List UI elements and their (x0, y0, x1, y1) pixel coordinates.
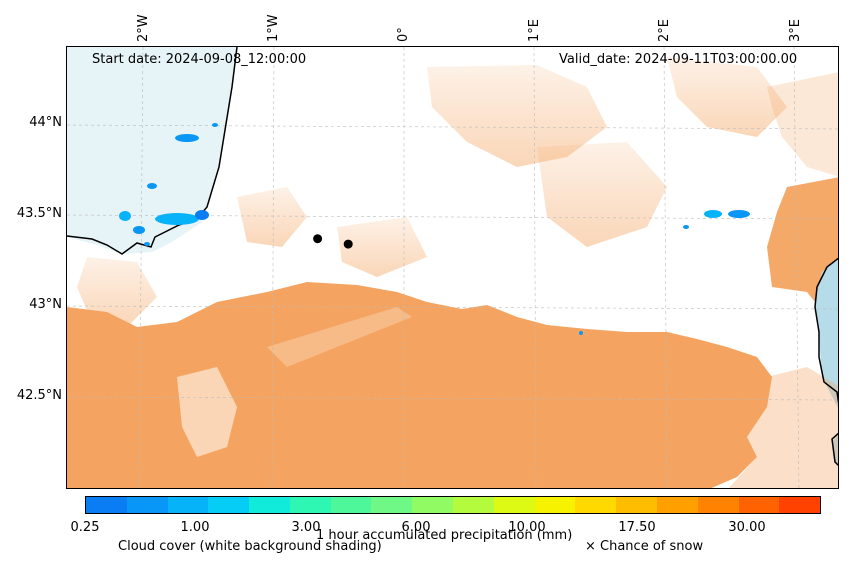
coastline-mediterranean (814, 257, 838, 404)
colorbar-segment (86, 497, 127, 513)
coastline-atlantic (67, 47, 238, 255)
colorbar-tick: 30.00 (728, 520, 766, 535)
colorbar-tick: 10.00 (508, 520, 546, 535)
colorbar-segment (412, 497, 454, 513)
lon-label-1e: 1°E (527, 19, 542, 42)
map-frame[interactable] (66, 46, 839, 489)
colorbar-segment (616, 497, 657, 513)
colorbar-tick: 3.00 (291, 520, 321, 535)
colorbar-segment (493, 497, 535, 513)
location-marker (313, 234, 323, 244)
bay-of-biscay-sea (67, 47, 237, 254)
cloud-northeast-fringe (767, 72, 838, 177)
lon-label-2w: 2°W (136, 14, 151, 42)
lat-label-43-5n: 43.5°N (16, 206, 62, 221)
precipitation-colorbar (85, 496, 821, 514)
start-date-text: Start date: 2024-09-08_12:00:00 (92, 52, 307, 67)
cloud-gap-streak (177, 367, 237, 457)
location-markers (313, 234, 353, 249)
cloud-gap-streak (267, 307, 412, 367)
colorbar-segment (779, 497, 821, 513)
colorbar-segment (249, 497, 290, 513)
graticule (67, 47, 838, 488)
colorbar-tick: 1.00 (180, 520, 210, 535)
colorbar-segment (656, 497, 698, 513)
mediterranean-sea (815, 258, 838, 409)
lon-label-1w: 1°W (266, 14, 281, 42)
snow-chance-caption: × Chance of snow (585, 539, 704, 554)
colorbar-segment (167, 497, 209, 513)
colorbar-segment (289, 497, 331, 513)
light-cloud-patches (77, 57, 787, 327)
lat-label-44n: 44°N (29, 115, 62, 130)
cloud-main-mass (67, 282, 772, 488)
cloud-southeast-fringe (728, 367, 838, 488)
lon-label-3e: 3°E (788, 19, 803, 42)
colorbar-segment (126, 497, 168, 513)
precipitation-cells (119, 123, 750, 335)
cloud-west-mass (67, 337, 187, 488)
colorbar-segment (371, 497, 413, 513)
colorbar-segment (453, 497, 494, 513)
colorbar-segment (738, 497, 780, 513)
colorbar-tick: 17.50 (618, 520, 656, 535)
colorbar-segment (534, 497, 576, 513)
lat-label-43n: 43°N (29, 297, 62, 312)
map-canvas (67, 47, 838, 488)
location-marker (343, 239, 353, 249)
lon-label-2e: 2°E (657, 19, 672, 42)
lat-label-42-5n: 42.5°N (16, 388, 62, 403)
precipitation-caption: 1 hour accumulated precipitation (mm) (316, 528, 573, 543)
colorbar-segment (697, 497, 739, 513)
mediterranean-sea-south (832, 434, 838, 465)
colorbar-tick: 0.25 (70, 520, 100, 535)
cloud-east-mass (767, 177, 838, 302)
colorbar-segment (330, 497, 372, 513)
colorbar-segment (575, 497, 617, 513)
cloud-cover-caption: Cloud cover (white background shading) (118, 539, 382, 554)
valid-date-text: Valid_date: 2024-09-11T03:00:00.00 (559, 52, 798, 67)
coastline-mediterranean-south (831, 432, 838, 467)
lon-label-0: 0° (396, 27, 411, 42)
colorbar-tick: 6.00 (401, 520, 431, 535)
colorbar-segment (208, 497, 250, 513)
